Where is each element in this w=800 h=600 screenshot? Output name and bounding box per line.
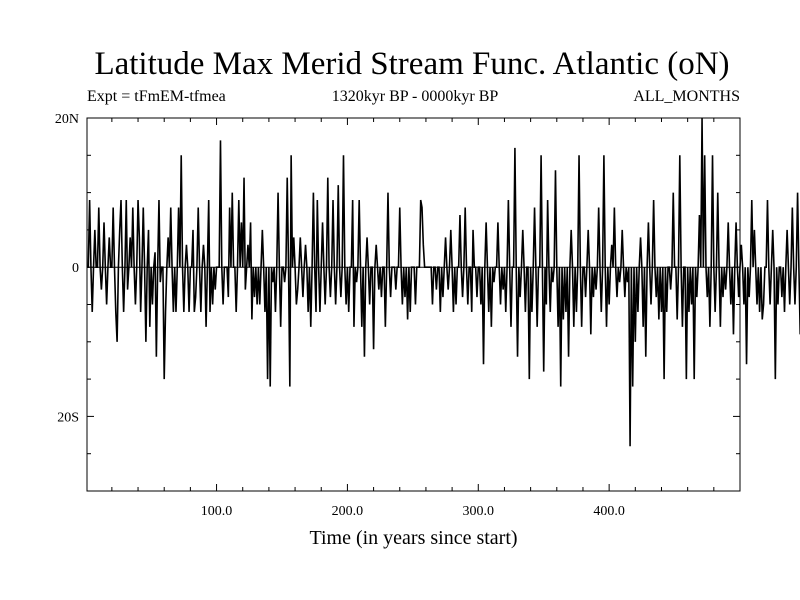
y-tick-label: 20S xyxy=(57,410,79,425)
x-tick-label: 300.0 xyxy=(463,504,495,519)
y-tick-label: 20N xyxy=(55,112,79,127)
series-line-0 xyxy=(87,117,800,447)
x-tick-label: 100.0 xyxy=(201,504,233,519)
x-tick-label: 200.0 xyxy=(332,504,364,519)
months-label: ALL_MONTHS xyxy=(633,88,740,105)
time-range-label: 1320kyr BP - 0000kyr BP xyxy=(331,88,499,105)
x-tick-label: 400.0 xyxy=(593,504,625,519)
chart-title: Latitude Max Merid Stream Func. Atlantic… xyxy=(94,46,730,82)
y-tick-label: 0 xyxy=(72,261,79,276)
experiment-label: Expt = tFmEM-tfmea xyxy=(87,88,226,105)
x-axis-label: Time (in years since start) xyxy=(309,527,517,549)
